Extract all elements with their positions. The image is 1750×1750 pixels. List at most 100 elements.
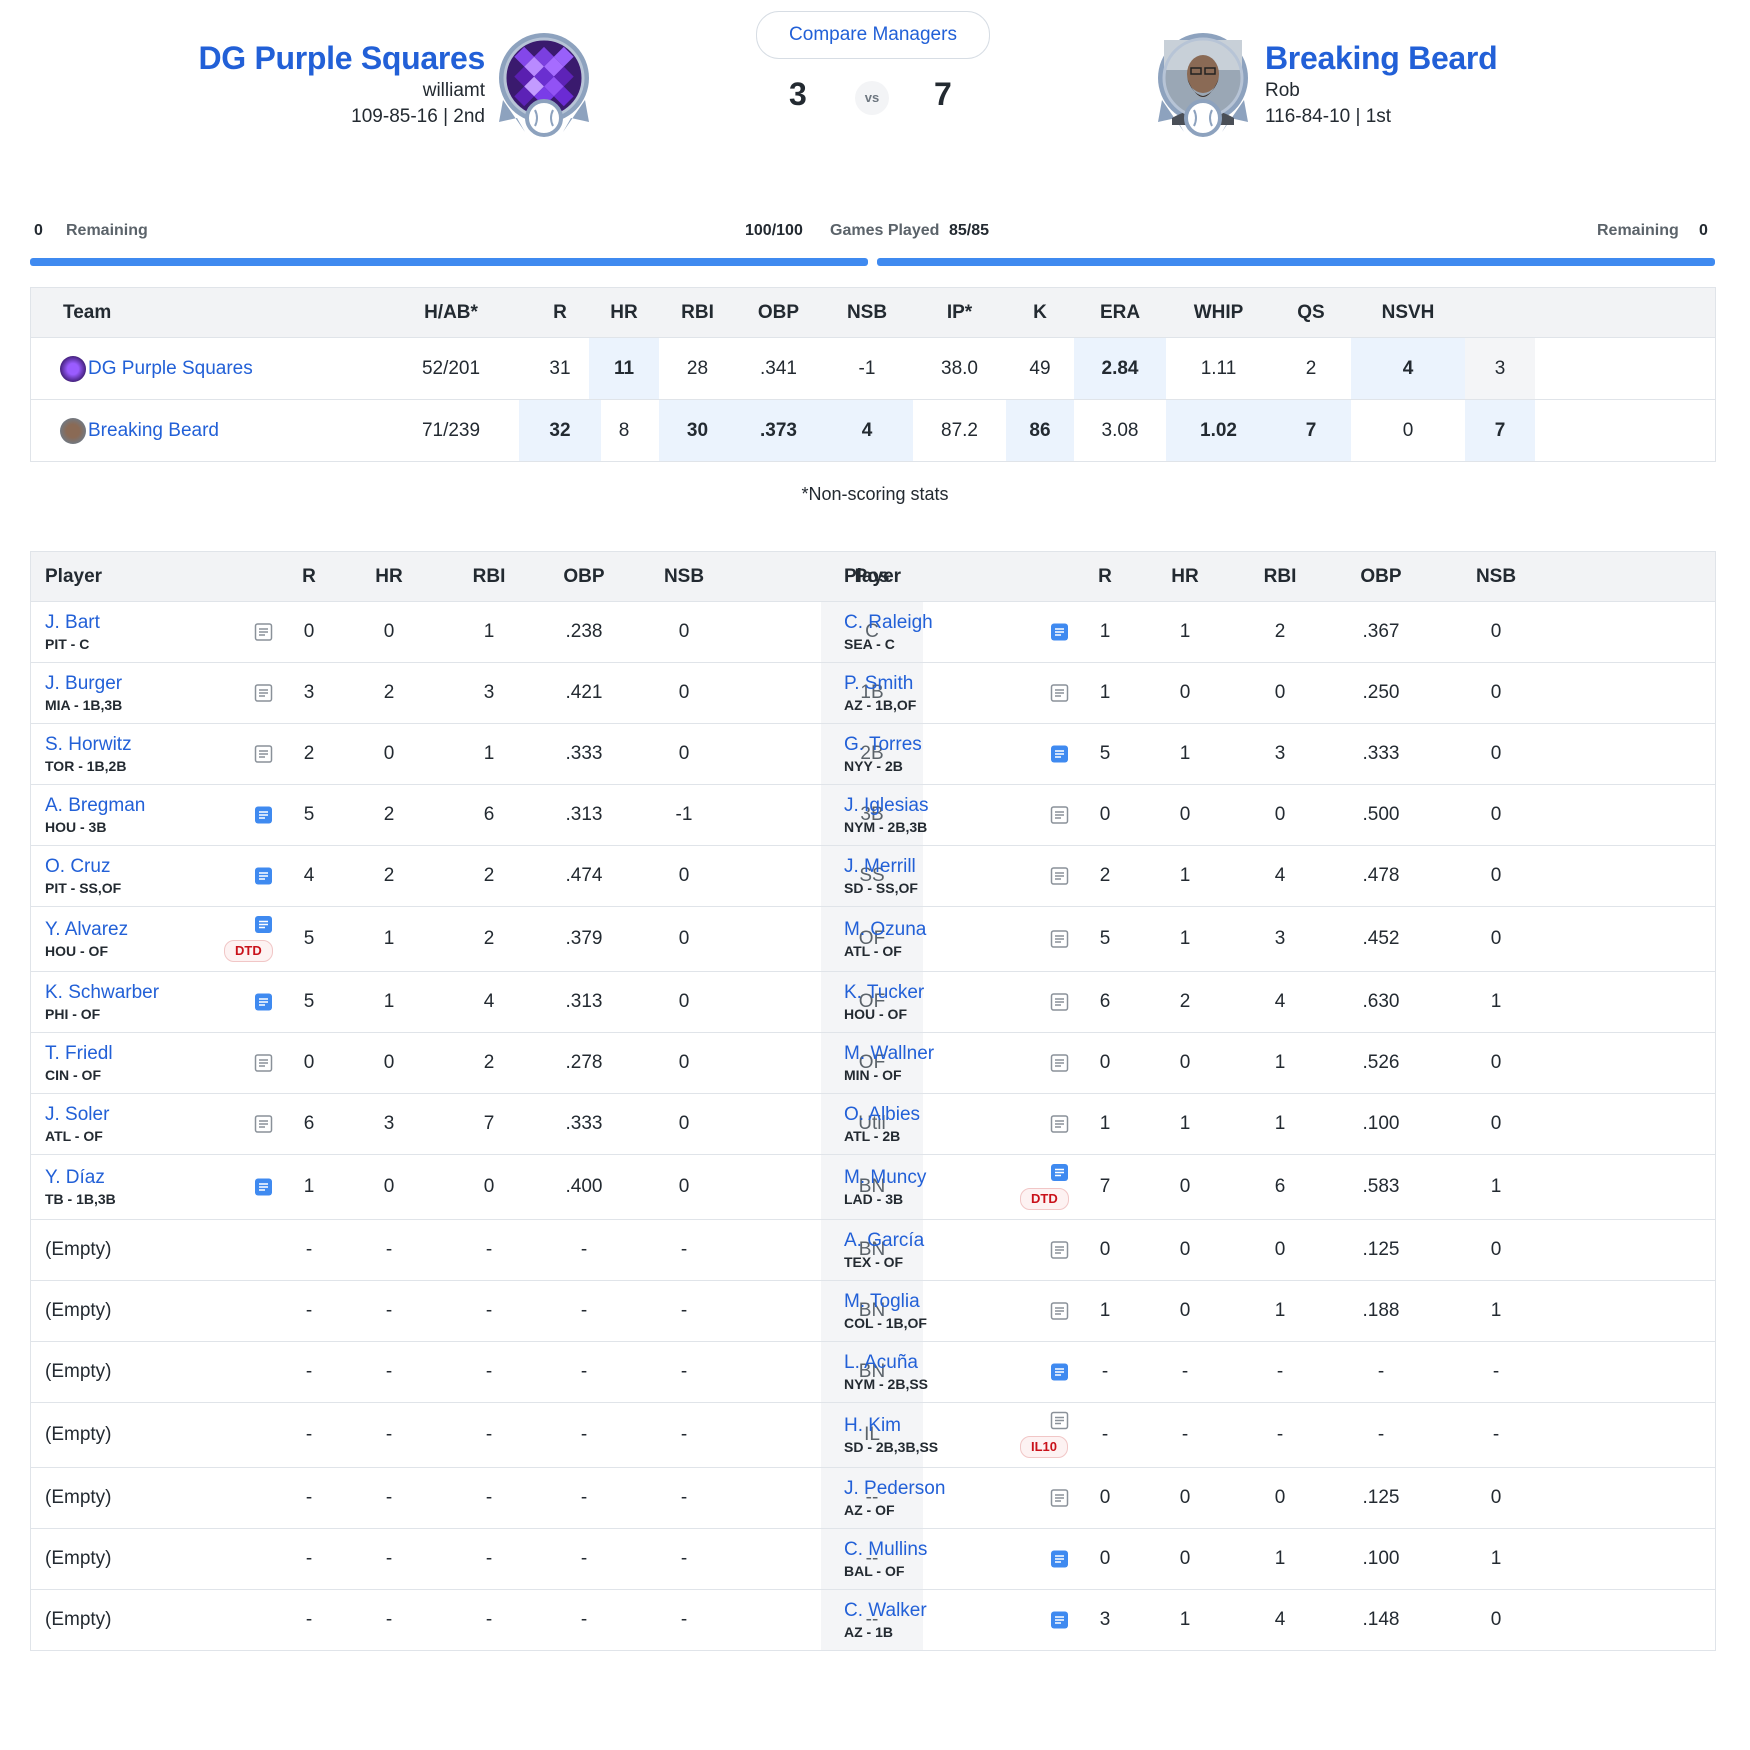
stat-r-right: 5 [1099, 743, 1111, 764]
summary-team-name[interactable]: DG Purple Squares [88, 357, 253, 379]
player-note-icon[interactable] [1050, 1241, 1069, 1260]
empty-slot-left: (Empty) [45, 1300, 112, 1321]
player-note-icon[interactable] [254, 993, 273, 1012]
player-team-position: PIT - SS,OF [45, 879, 122, 896]
stat-nsb-left: 0 [678, 1113, 690, 1134]
stat-hr-right: 1 [1179, 865, 1191, 886]
player-name-link[interactable]: K. Schwarber [45, 981, 160, 1003]
player-name-link[interactable]: C. Raleigh [844, 611, 933, 633]
stat-obp-right: .125 [1362, 1487, 1400, 1508]
category-summary-table: Team H/AB* R HR RBI OBP NSB IP* K ERA WHIP QS NSVH DG… [30, 287, 1716, 462]
player-name-link[interactable]: S. Horwitz [45, 733, 132, 755]
player-name-link[interactable]: M. Wallner [844, 1042, 935, 1064]
player-name-link[interactable]: M. Ozuna [844, 918, 927, 940]
roster-header-row: Player R HR RBI OBP NSB Pos Player R HR RBI OBP NSB [31, 552, 1715, 601]
player-note-icon[interactable] [254, 623, 273, 642]
summary-team-name[interactable]: Breaking Beard [88, 419, 219, 441]
roster-row: (Empty) - - - - - BN A. García TEX - OF 0 0 0 .125 0 [31, 1219, 1715, 1280]
summary-stat-obp: .373 [736, 400, 821, 461]
player-name-link[interactable]: O. Cruz [45, 855, 111, 877]
player-name-link[interactable]: J. Pederson [844, 1477, 946, 1499]
player-team-position: TEX - OF [844, 1253, 904, 1270]
player-note-icon[interactable] [1050, 1302, 1069, 1321]
team-name-right[interactable]: Breaking Beard [1265, 40, 1498, 76]
stat-r-right: 0 [1099, 1052, 1111, 1073]
stat-hr-left: 0 [383, 743, 395, 764]
player-note-icon[interactable] [1050, 1489, 1069, 1508]
team-badge-left[interactable] [495, 30, 593, 145]
player-note-icon[interactable] [254, 1115, 273, 1134]
player-name-link[interactable]: J. Burger [45, 672, 123, 694]
player-name-link[interactable]: P. Smith [844, 672, 914, 694]
player-note-icon[interactable] [1050, 1115, 1069, 1134]
player-note-icon[interactable] [1050, 623, 1069, 642]
left-games-played: 100/100 [745, 222, 803, 239]
player-name-link[interactable]: H. Kim [844, 1414, 901, 1436]
player-note-icon[interactable] [254, 867, 273, 886]
player-name-link[interactable]: C. Mullins [844, 1538, 928, 1560]
player-name-link[interactable]: Y. Díaz [45, 1166, 105, 1188]
player-note-icon[interactable] [254, 806, 273, 825]
player-note-icon[interactable] [254, 684, 273, 703]
stat-obp-left: - [580, 1424, 588, 1445]
summary-header-nsb: NSB [846, 301, 888, 323]
player-name-link[interactable]: J. Soler [45, 1103, 110, 1125]
stat-rbi-left: - [485, 1548, 493, 1569]
summary-stat-qs: 7 [1271, 400, 1351, 461]
summary-stat-obp: .341 [760, 357, 797, 379]
player-name-link[interactable]: A. García [844, 1229, 925, 1251]
player-team-position: NYM - 2B,3B [844, 818, 928, 835]
player-team-position: BAL - OF [844, 1562, 905, 1579]
player-note-icon[interactable] [254, 915, 273, 934]
player-name-link[interactable]: M. Muncy [844, 1166, 927, 1188]
player-note-icon[interactable] [254, 1054, 273, 1073]
player-name-link[interactable]: O. Albies [844, 1103, 921, 1125]
player-team-position: TB - 1B,3B [45, 1190, 116, 1207]
player-name-link[interactable]: A. Bregman [45, 794, 146, 816]
player-note-icon[interactable] [1050, 1163, 1069, 1182]
player-note-icon[interactable] [1050, 684, 1069, 703]
player-note-icon[interactable] [1050, 1411, 1069, 1430]
player-note-icon[interactable] [254, 745, 273, 764]
player-cell-right: G. Torres NYY - 2B [844, 724, 922, 784]
summary-team-cell[interactable]: Breaking Beard [31, 400, 371, 461]
player-note-icon[interactable] [1050, 1054, 1069, 1073]
player-name-link[interactable]: Y. Alvarez [45, 918, 129, 940]
player-name-link[interactable]: J. Bart [45, 611, 100, 633]
player-name-link[interactable]: G. Torres [844, 733, 922, 755]
stat-obp-right: .367 [1362, 621, 1400, 642]
stat-rbi-right: 1 [1274, 1548, 1286, 1569]
stat-hr-right: - [1181, 1361, 1189, 1382]
team-badge-right[interactable] [1154, 30, 1252, 145]
stat-r-left: 4 [303, 865, 315, 886]
player-name-link[interactable]: T. Friedl [45, 1042, 113, 1064]
stat-r-right: 0 [1099, 1548, 1111, 1569]
stat-hr-right: 0 [1179, 1300, 1191, 1321]
player-note-icon[interactable] [254, 1178, 273, 1197]
player-name-link[interactable]: J. Iglesias [844, 794, 929, 816]
player-name-link[interactable]: M. Toglia [844, 1290, 920, 1312]
player-note-icon[interactable] [1050, 930, 1069, 949]
stat-obp-right: .452 [1362, 928, 1400, 949]
stat-nsb-left: -1 [675, 804, 693, 825]
stat-obp-left: - [580, 1548, 588, 1569]
compare-managers-button[interactable]: Compare Managers [756, 11, 990, 59]
roster-position: BN [821, 1220, 923, 1280]
stat-hr-right: - [1181, 1424, 1189, 1445]
player-cell-right: P. Smith AZ - 1B,OF [844, 663, 916, 723]
player-note-icon[interactable] [1050, 745, 1069, 764]
player-name-link[interactable]: J. Merrill [844, 855, 916, 877]
player-cell-left: J. Burger MIA - 1B,3B [45, 663, 122, 723]
summary-team-cell[interactable]: DG Purple Squares [31, 338, 371, 399]
player-name-link[interactable]: K. Tucker [844, 981, 925, 1003]
player-note-icon[interactable] [1050, 806, 1069, 825]
player-name-link[interactable]: L. Acuña [844, 1351, 918, 1373]
summary-team-row: DG Purple Squares 52/201 31 11 28 .341 -1 38.0 4… [31, 337, 1715, 399]
player-note-icon[interactable] [1050, 867, 1069, 886]
player-name-link[interactable]: C. Walker [844, 1599, 927, 1621]
player-note-icon[interactable] [1050, 993, 1069, 1012]
player-note-icon[interactable] [1050, 1550, 1069, 1569]
player-note-icon[interactable] [1050, 1363, 1069, 1382]
player-note-icon[interactable] [1050, 1611, 1069, 1630]
team-name-left[interactable]: DG Purple Squares [198, 40, 485, 76]
